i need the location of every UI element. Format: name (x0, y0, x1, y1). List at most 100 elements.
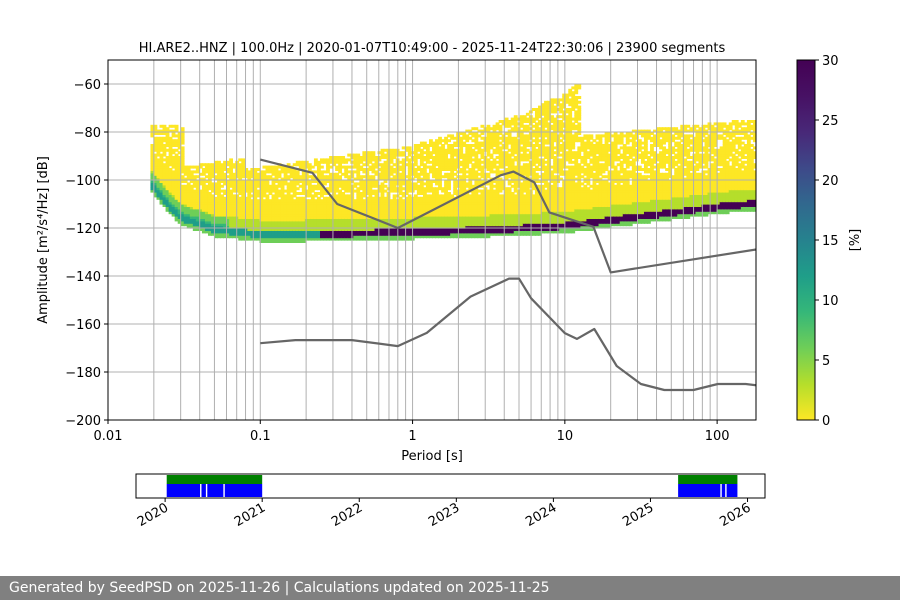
heatmap-cell (453, 160, 458, 164)
heatmap-cell (244, 232, 249, 236)
heatmap-cell (307, 187, 312, 191)
heatmap-cell (253, 189, 258, 193)
heatmap-cell (441, 225, 445, 229)
heatmap-cell (238, 225, 243, 229)
heatmap-cell (368, 158, 373, 162)
heatmap-cell (211, 182, 215, 186)
heatmap-cell (359, 216, 364, 219)
heatmap-cell (534, 115, 539, 119)
heatmap-cell (501, 151, 506, 155)
heatmap-cell (447, 160, 451, 164)
heatmap-cell (347, 211, 352, 215)
heatmap-cell (162, 201, 167, 205)
heatmap-cell (495, 151, 500, 155)
heatmap-cell (362, 235, 367, 239)
heatmap-cell (559, 194, 564, 198)
heatmap-cell (525, 127, 530, 131)
heatmap-cell (156, 182, 161, 186)
heatmap-cell (174, 187, 179, 191)
heatmap-cell (507, 223, 512, 227)
heatmap-cell (232, 204, 237, 207)
heatmap-cell (268, 189, 273, 193)
heatmap-cell (441, 216, 445, 219)
heatmap-cell (559, 211, 564, 215)
heatmap-cell (559, 103, 564, 107)
heatmap-cell (568, 148, 573, 152)
heatmap-cell (183, 211, 188, 215)
heatmap-cell (277, 218, 282, 222)
heatmap-cell (538, 163, 542, 167)
heatmap-cell (359, 213, 364, 217)
heatmap-cell (541, 108, 545, 111)
heatmap-cell (238, 235, 243, 239)
heatmap-cell (416, 175, 421, 179)
heatmap-cell (313, 232, 318, 236)
heatmap-cell (204, 168, 209, 171)
heatmap-cell (198, 204, 203, 207)
heatmap-cell (538, 160, 542, 164)
heatmap-cell (353, 170, 358, 174)
heatmap-cell (474, 163, 479, 167)
heatmap-cell (332, 232, 336, 236)
heatmap-cell (189, 172, 194, 176)
heatmap-cell (534, 153, 539, 157)
heatmap-cell (441, 189, 445, 193)
heatmap-cell (553, 160, 557, 164)
heatmap-cell (462, 163, 467, 167)
heatmap-cell (568, 196, 573, 200)
heatmap-cell (574, 172, 579, 176)
heatmap-cell (538, 204, 542, 207)
heatmap-cell (507, 134, 512, 138)
heatmap-cell (377, 189, 382, 193)
heatmap-cell (392, 201, 397, 205)
heatmap-cell (574, 156, 579, 159)
heatmap-cell (332, 194, 336, 198)
heatmap-cell (274, 201, 279, 205)
heatmap-cell (568, 129, 573, 133)
heatmap-cell (538, 139, 542, 143)
heatmap-cell (571, 194, 576, 198)
heatmap-cell (474, 225, 479, 229)
heatmap-cell (250, 180, 255, 183)
heatmap-cell (298, 218, 303, 222)
heatmap-cell (329, 204, 333, 207)
heatmap-cell (280, 201, 285, 205)
heatmap-cell (486, 235, 491, 239)
heatmap-cell (407, 213, 412, 217)
heatmap-cell (422, 232, 427, 236)
heatmap-cell (480, 194, 485, 198)
heatmap-cell (320, 187, 324, 191)
heatmap-cell (498, 232, 503, 236)
heatmap-cell (553, 165, 557, 169)
heatmap-cell (571, 208, 576, 212)
heatmap-cell (519, 232, 524, 236)
heatmap-cell (377, 168, 382, 171)
heatmap-cell (474, 196, 479, 200)
heatmap-cell (465, 158, 470, 162)
heatmap-cell (544, 129, 548, 133)
heatmap-cell (541, 105, 545, 109)
heatmap-cell (525, 120, 530, 123)
heatmap-cell (392, 232, 397, 236)
heatmap-cell (359, 160, 364, 164)
heatmap-cell (365, 216, 370, 219)
heatmap-cell (174, 165, 179, 169)
heatmap-cell (162, 136, 167, 140)
heatmap-cell (338, 223, 342, 227)
heatmap-cell (389, 160, 394, 164)
heatmap-cell (256, 206, 261, 210)
heatmap-cell (432, 206, 436, 210)
heatmap-cell (304, 208, 309, 212)
heatmap-cell (283, 196, 288, 200)
heatmap-cell (525, 199, 530, 203)
heatmap-cell (432, 144, 436, 147)
heatmap-cell (232, 163, 237, 167)
heatmap-cell (568, 177, 573, 181)
heatmap-cell (341, 160, 346, 164)
heatmap-cell (441, 230, 445, 234)
heatmap-cell (419, 168, 424, 171)
heatmap-cell (507, 180, 512, 183)
heatmap-cell (568, 115, 573, 119)
heatmap-cell (471, 163, 476, 167)
heatmap-cell (171, 158, 176, 162)
